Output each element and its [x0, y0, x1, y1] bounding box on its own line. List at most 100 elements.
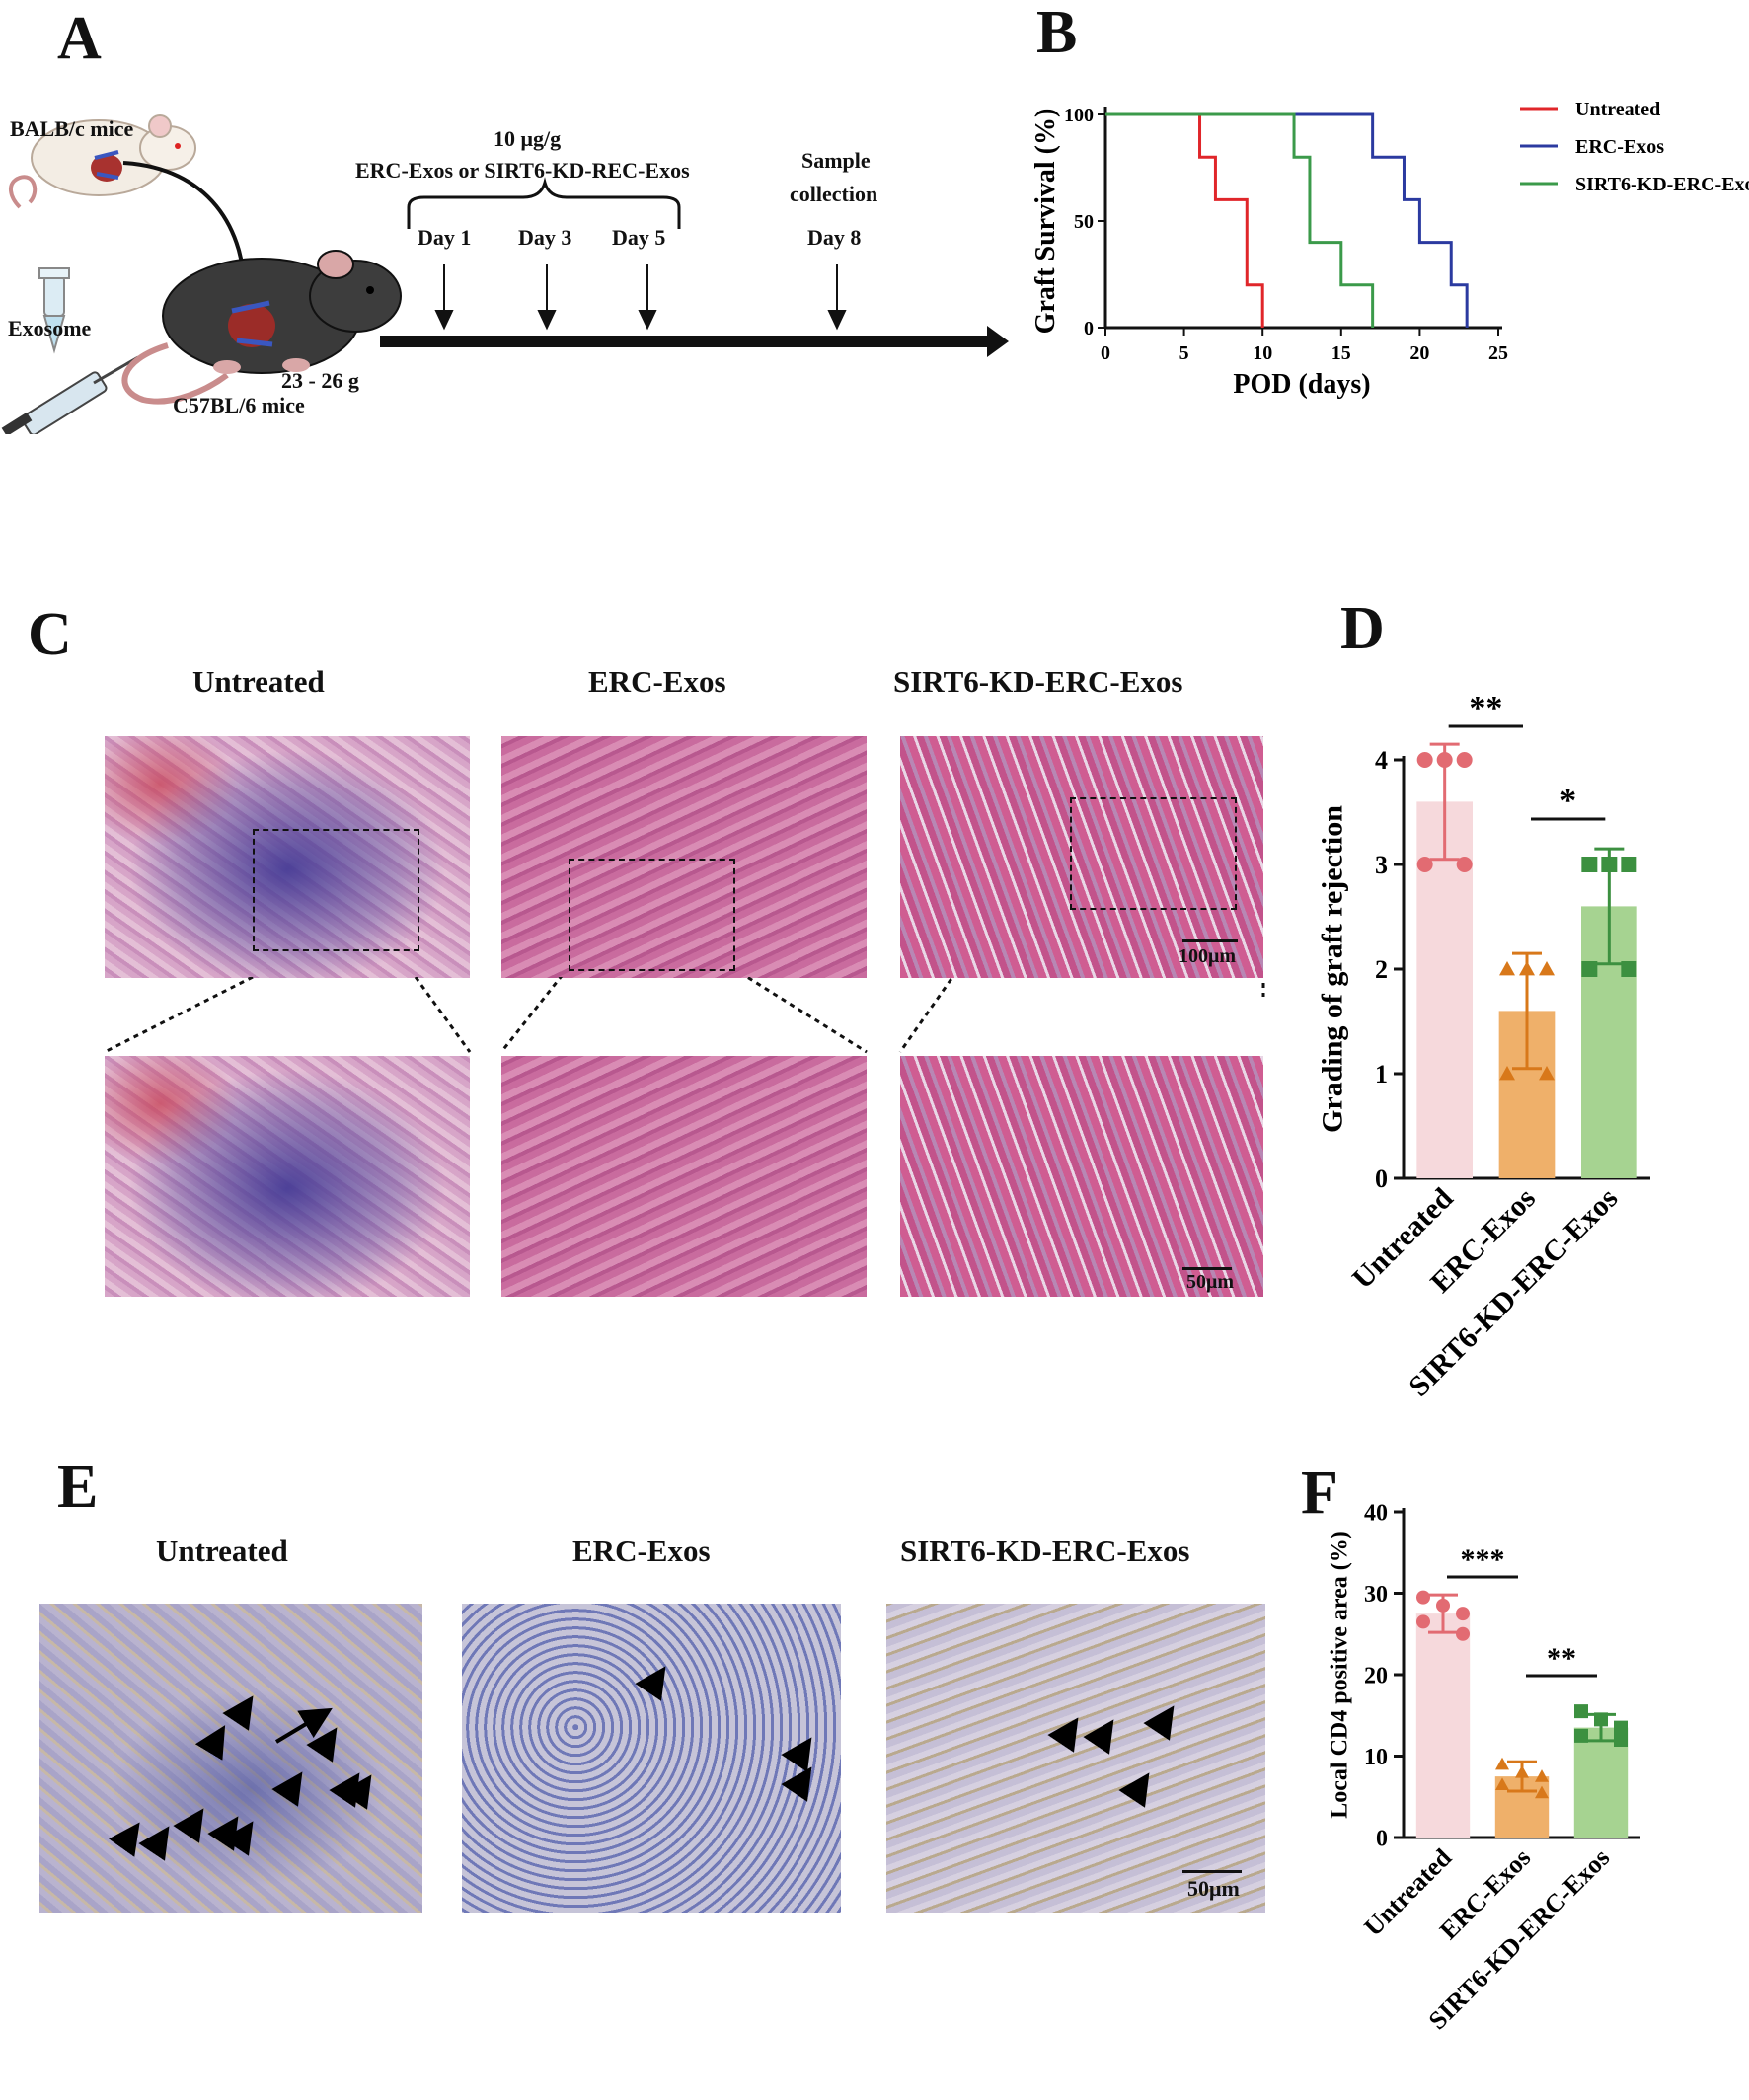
- y-tick-label: 0: [1376, 1826, 1388, 1851]
- data-point: [1535, 1785, 1549, 1799]
- legend-label: ERC-Exos: [1575, 136, 1664, 158]
- recipient-mouse-icon: [121, 250, 402, 405]
- data-point: [1535, 1769, 1549, 1782]
- e-title-untreated: Untreated: [156, 1534, 288, 1568]
- scale-bar: [1182, 1870, 1242, 1873]
- scale-label: 50μm: [1187, 1876, 1240, 1901]
- day-8-label: Day 8: [807, 225, 862, 250]
- panel-label-d: D: [1340, 595, 1385, 662]
- significance-label: **: [1469, 690, 1502, 726]
- panel-label-f: F: [1301, 1460, 1338, 1527]
- syringe-icon: [1, 355, 139, 434]
- x-tick-label: 5: [1179, 342, 1189, 364]
- treatment-bracket: [407, 177, 681, 229]
- y-tick-label: 2: [1375, 955, 1388, 984]
- he-untreated-low-mag: [105, 736, 470, 978]
- zoom-box: [253, 829, 419, 951]
- data-point: [1515, 1765, 1529, 1778]
- data-point: [1539, 1066, 1555, 1081]
- data-point: [1416, 752, 1433, 768]
- exosome-label: Exosome: [8, 316, 92, 340]
- ihc-erc: [462, 1604, 841, 1912]
- y-tick-label: 3: [1375, 851, 1388, 879]
- experiment-schematic: [1, 114, 1009, 434]
- data-point: [1539, 961, 1555, 976]
- data-point: [1436, 752, 1453, 768]
- data-point: [1594, 1712, 1608, 1727]
- c-title-sirt6: SIRT6-KD-ERC-Exos: [893, 664, 1183, 699]
- he-erc-high-mag: [501, 1056, 867, 1297]
- data-point: [1456, 752, 1473, 768]
- data-point: [1581, 961, 1598, 977]
- c-title-erc: ERC-Exos: [588, 664, 726, 699]
- data-point: [1456, 1607, 1470, 1621]
- dose-label: 10 μg/g: [494, 126, 562, 151]
- cd4-arrows: [1047, 1705, 1175, 1808]
- zoom-box: [569, 859, 735, 971]
- panel-a: BALB/c mice Exosome C57BL/6 mice 23 - 26…: [0, 0, 1017, 434]
- data-point: [1456, 1626, 1470, 1641]
- survival-line: [1105, 112, 1469, 328]
- scale-bar: [1182, 1267, 1232, 1270]
- donor-mouse-icon: [9, 114, 196, 209]
- exosome-tube-icon: [38, 267, 70, 354]
- y-tick-label: 0: [1084, 318, 1094, 339]
- he-untreated-high-mag: [105, 1056, 470, 1297]
- y-tick-label: 100: [1064, 105, 1094, 126]
- y-tick-label: 10: [1364, 1745, 1388, 1770]
- x-tick-label: 25: [1488, 342, 1508, 364]
- x-tick-label: 20: [1409, 342, 1429, 364]
- y-tick-label: 30: [1364, 1582, 1388, 1608]
- collection-label: collection: [790, 182, 878, 206]
- data-point: [1621, 961, 1637, 977]
- donor-label: BALB/c mice: [10, 116, 134, 141]
- c-title-untreated: Untreated: [192, 664, 325, 699]
- timeline-bar: [380, 336, 992, 347]
- y-axis-label: Local CD4 positive area (%): [1327, 1531, 1352, 1819]
- data-point: [1581, 857, 1598, 872]
- survival-line: [1105, 112, 1375, 328]
- scale-label: 50μm: [1186, 1271, 1234, 1293]
- data-point: [1495, 1757, 1509, 1770]
- ihc-sirt6: 50μm: [886, 1604, 1265, 1912]
- day-3-label: Day 3: [518, 225, 572, 250]
- x-axis-label: POD (days): [1233, 369, 1370, 400]
- day-1-label: Day 1: [418, 225, 472, 250]
- he-sirt6-low-mag: 100μm: [900, 736, 1263, 978]
- data-point: [1499, 1066, 1515, 1081]
- data-point: [1416, 857, 1433, 872]
- significance-label: ***: [1461, 1543, 1505, 1576]
- legend-label: Untreated: [1575, 99, 1660, 120]
- data-point: [1495, 1777, 1509, 1790]
- data-point: [1456, 857, 1473, 872]
- data-point: [1436, 1598, 1450, 1612]
- panel-label-e: E: [57, 1454, 99, 1521]
- data-point: [1416, 1614, 1430, 1629]
- zoom-box: [1070, 797, 1237, 910]
- survival-line: [1105, 112, 1264, 328]
- data-point: [1499, 961, 1515, 976]
- day-5-label: Day 5: [612, 225, 666, 250]
- legend-label: SIRT6-KD-ERC-Exos: [1575, 174, 1749, 195]
- significance-label: **: [1547, 1642, 1576, 1675]
- e-title-erc: ERC-Exos: [572, 1534, 711, 1568]
- bar: [1415, 1613, 1471, 1838]
- panel-label-a: A: [57, 5, 102, 72]
- y-tick-label: 50: [1074, 211, 1094, 233]
- data-point: [1614, 1720, 1628, 1735]
- y-tick-label: 0: [1375, 1164, 1388, 1193]
- survival-chart: 0 5 10 15 20 25 0 50 100 POD (days) Graft Survival…: [1030, 99, 1749, 400]
- significance-label: *: [1559, 783, 1576, 819]
- recipient-label: C57BL/6 mice: [173, 393, 305, 417]
- x-tick-label: 10: [1253, 342, 1272, 364]
- he-erc-low-mag: [501, 736, 867, 978]
- ihc-untreated: [39, 1604, 422, 1912]
- y-tick-label: 20: [1364, 1663, 1388, 1688]
- x-tick-label: 15: [1331, 342, 1351, 364]
- panel-label-b: B: [1036, 0, 1078, 66]
- y-tick-label: 40: [1364, 1500, 1388, 1526]
- sample-label: Sample: [801, 148, 871, 173]
- panel-label-c: C: [28, 601, 72, 668]
